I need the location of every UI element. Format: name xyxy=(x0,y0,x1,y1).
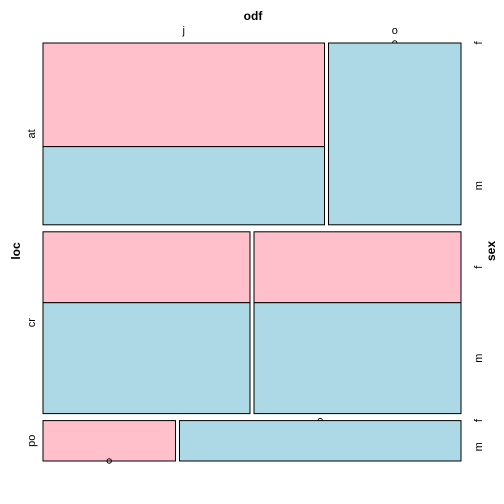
tile-po-j-f xyxy=(42,420,176,462)
tile-at-o-m xyxy=(328,42,462,226)
sex-label-po-f: f xyxy=(473,418,485,422)
mosaic-tiles: at j o f m cr f m po f m xyxy=(26,25,485,464)
odf-axis-title: odf xyxy=(244,9,264,23)
empty-cell-po-j-m xyxy=(106,458,112,464)
tile-po-o-m xyxy=(178,420,462,462)
tile-cr-j-m xyxy=(42,302,251,415)
odf-label-o: o xyxy=(392,25,398,37)
sex-label-po-m: m xyxy=(473,442,485,451)
tile-cr-o-m xyxy=(253,302,462,415)
sex-axis-title: sex xyxy=(484,241,498,261)
sex-label-at-m: m xyxy=(473,181,485,190)
sex-label-cr-f: f xyxy=(473,265,485,269)
tile-at-j-f xyxy=(42,42,326,148)
loc-label-po: po xyxy=(26,435,38,447)
tile-at-j-m xyxy=(42,146,326,226)
loc-axis-title: loc xyxy=(9,242,23,260)
loc-label-at: at xyxy=(26,129,38,138)
tile-cr-j-f xyxy=(42,231,251,304)
odf-label-j: j xyxy=(182,25,185,37)
sex-label-cr-m: m xyxy=(473,354,485,363)
loc-label-cr: cr xyxy=(26,318,38,328)
tile-cr-o-f xyxy=(253,231,462,304)
sex-label-at-f: f xyxy=(473,41,485,45)
